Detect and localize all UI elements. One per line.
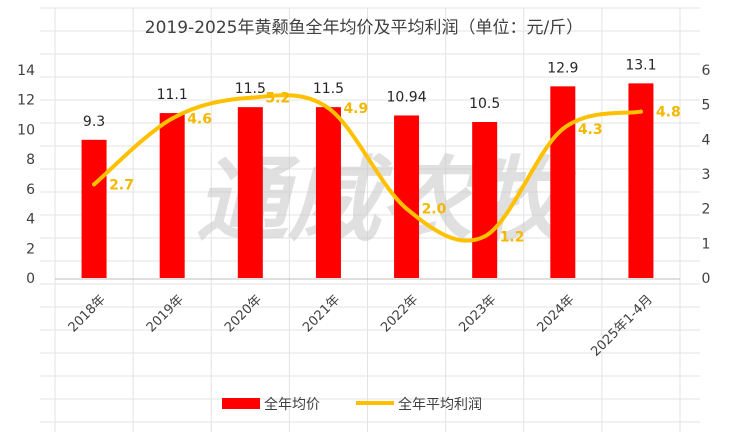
line-value-label: 1.2 xyxy=(500,229,525,245)
profit-line-point xyxy=(560,126,565,131)
bar-avg-price xyxy=(394,115,420,278)
line-value-label: 5.2 xyxy=(265,91,290,107)
right-axis-tick-label: 3 xyxy=(702,167,711,183)
profit-line-point xyxy=(404,206,409,211)
left-axis-tick-label: 4 xyxy=(26,212,35,228)
line-value-label: 4.6 xyxy=(187,112,212,128)
bar-data-labels: 9.3 11.1 11.5 11.5 10.94 10.5 12.9 13.1 xyxy=(83,57,657,129)
bar-avg-price xyxy=(315,107,341,279)
left-axis-tick-label: 10 xyxy=(17,122,35,138)
profit-line-point xyxy=(326,106,331,111)
bar-avg-price xyxy=(81,139,107,278)
x-axis-tick-label: 2024年 xyxy=(534,292,577,335)
bar-value-label: 11.5 xyxy=(313,81,344,97)
profit-line-path xyxy=(92,93,643,243)
bar-value-label: 11.5 xyxy=(235,81,266,97)
x-axis-tick-label: 2019年 xyxy=(144,292,187,335)
x-axis-tick-label: 2021年 xyxy=(300,292,343,335)
bar-avg-price xyxy=(550,86,576,278)
line-value-label: 4.3 xyxy=(578,122,603,138)
line-value-label: 4.8 xyxy=(656,105,681,121)
legend-label-avg-profit: 全年平均利润 xyxy=(398,396,482,413)
right-axis-tick-label: 5 xyxy=(702,98,711,114)
profit-line-point xyxy=(170,116,175,121)
left-axis-tick-label: 2 xyxy=(26,241,35,257)
left-y-axis: 0 2 4 6 8 10 12 14 xyxy=(17,63,35,287)
right-axis-tick-label: 4 xyxy=(702,132,711,148)
bar-avg-price xyxy=(159,113,185,278)
bar-value-label: 10.5 xyxy=(469,96,500,112)
bar-value-label: 11.1 xyxy=(157,87,188,103)
bar-value-label: 9.3 xyxy=(83,114,105,130)
left-axis-tick-label: 6 xyxy=(26,182,35,198)
profit-line-point xyxy=(482,234,487,239)
right-axis-tick-label: 6 xyxy=(702,63,711,79)
bar-avg-price xyxy=(628,83,654,278)
x-axis-tick-label: 2020年 xyxy=(222,292,265,335)
x-axis-tick-label: 2025年1-4月 xyxy=(588,292,655,359)
profit-line-point xyxy=(248,95,253,100)
profit-line-point xyxy=(638,109,643,114)
legend-swatch-avg-price xyxy=(222,398,260,409)
x-axis-tick-label: 2023年 xyxy=(456,292,499,335)
line-value-label: 2.0 xyxy=(422,202,447,218)
bar-value-label: 10.94 xyxy=(387,89,427,105)
line-value-label: 2.7 xyxy=(109,177,134,193)
legend-label-avg-price: 全年均价 xyxy=(264,396,320,413)
chart-title: 2019-2025年黄颡鱼全年均价及平均利润（单位：元/斤） xyxy=(145,18,583,38)
right-axis-tick-label: 1 xyxy=(702,236,711,252)
x-axis-tick-label: 2018年 xyxy=(66,292,109,335)
legend: 全年均价 全年平均利润 xyxy=(222,396,482,413)
bar-series-avg-price xyxy=(81,83,654,279)
left-axis-tick-label: 12 xyxy=(17,93,35,109)
right-axis-tick-label: 2 xyxy=(702,202,711,218)
x-axis-tick-label: 2022年 xyxy=(378,292,421,335)
profit-line-point xyxy=(92,182,97,187)
left-axis-tick-label: 8 xyxy=(26,152,35,168)
line-series-avg-profit xyxy=(92,93,643,243)
bar-value-label: 13.1 xyxy=(625,57,656,73)
left-axis-tick-label: 14 xyxy=(17,63,35,79)
line-value-label: 4.9 xyxy=(343,101,368,117)
grid-lines xyxy=(40,7,700,432)
left-axis-tick-label: 0 xyxy=(26,271,35,287)
line-data-labels: 2.7 4.6 5.2 4.9 2.0 1.2 4.3 4.8 xyxy=(109,91,681,246)
bar-avg-price xyxy=(237,107,263,279)
bar-avg-price xyxy=(472,122,498,278)
bar-value-label: 12.9 xyxy=(547,60,578,76)
right-axis-tick-label: 0 xyxy=(702,271,711,287)
right-y-axis: 0 1 2 3 4 5 6 xyxy=(702,63,711,287)
